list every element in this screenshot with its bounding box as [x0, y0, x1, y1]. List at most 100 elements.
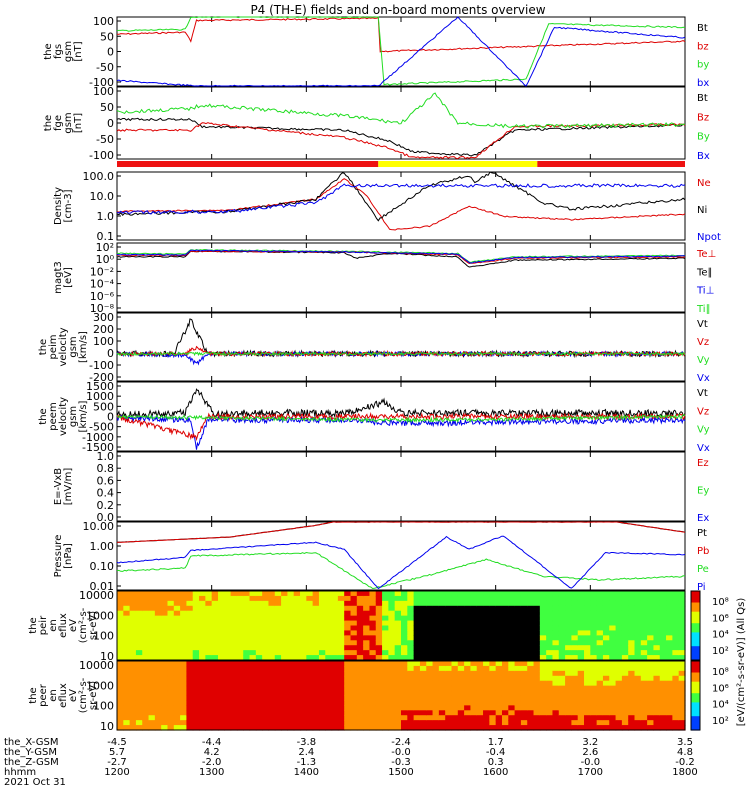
- spectrogram-cell: [609, 720, 617, 726]
- spectrogram-cell: [173, 655, 181, 661]
- spectrogram-cell: [337, 630, 345, 636]
- spectrogram-cell: [571, 705, 579, 711]
- spectrogram-cell: [300, 715, 307, 721]
- spectrogram-cell: [653, 595, 661, 602]
- spectrogram-cell: [123, 700, 131, 706]
- y-label-line: sr-eV): [88, 611, 99, 640]
- colorbar-tick-label: 10²: [712, 716, 729, 727]
- spectrogram-cell: [274, 591, 282, 597]
- spectrogram-cell: [659, 670, 667, 677]
- spectrogram-cell: [230, 655, 238, 661]
- spectrogram-cell: [401, 600, 408, 607]
- spectrogram-cell: [236, 715, 244, 721]
- spectrogram-cell: [476, 635, 484, 641]
- y-label-line: the: [28, 617, 39, 633]
- spectrogram-cell: [211, 685, 219, 692]
- spectrogram-cell: [640, 661, 648, 667]
- spectrogram-cell: [445, 705, 453, 711]
- spectrogram-cell: [514, 605, 522, 612]
- spectrogram-cell: [470, 675, 478, 682]
- spectrogram-cell: [180, 675, 188, 682]
- spectrogram-cell: [205, 605, 213, 612]
- spectrogram-cell: [306, 655, 314, 661]
- spectrogram-cell: [186, 625, 194, 632]
- spectrogram-cell: [236, 605, 244, 612]
- spectrogram-cell: [255, 605, 263, 612]
- spectrogram-cell: [344, 690, 352, 697]
- spectrogram-cell: [142, 715, 150, 721]
- spectrogram-cell: [565, 640, 572, 646]
- spectrogram-cell: [217, 640, 225, 646]
- spectrogram-cell: [501, 591, 509, 597]
- spectrogram-cell: [217, 670, 225, 677]
- spectrogram-cell: [274, 661, 282, 667]
- spectrogram-cell: [281, 630, 288, 636]
- spectrogram-cell: [274, 720, 282, 726]
- spectrogram-cell: [350, 680, 358, 687]
- spectrogram-cell: [167, 725, 175, 731]
- spectrogram-cell: [571, 680, 579, 687]
- y-label-line: the: [38, 408, 49, 424]
- spectrogram-cell: [678, 685, 686, 692]
- spectrogram-cell: [192, 685, 200, 692]
- spectrogram-cell: [457, 695, 465, 702]
- spectrogram-cell: [640, 615, 648, 622]
- y-label-line: en: [48, 619, 59, 632]
- spectrogram-cell: [501, 620, 509, 627]
- spectrogram-cell: [142, 665, 150, 672]
- colorbar-step: [691, 653, 700, 656]
- spectrogram-cell: [584, 695, 591, 702]
- spectrogram-cell: [590, 705, 598, 711]
- spectrogram-cell: [262, 720, 270, 726]
- spectrogram-cell: [300, 620, 307, 627]
- spectrogram-cell: [167, 700, 175, 706]
- spectrogram-cell: [287, 661, 295, 667]
- spectrogram-cell: [571, 615, 579, 622]
- spectrogram-cell: [300, 675, 307, 682]
- spectrogram-cell: [331, 635, 339, 641]
- spectrogram-cell: [445, 610, 453, 617]
- spectrogram-cell: [520, 655, 528, 661]
- spectrogram-cell: [356, 640, 364, 646]
- spectrogram-cell: [382, 705, 389, 711]
- spectrogram-cell: [577, 605, 585, 612]
- spectrogram-cell: [539, 591, 547, 597]
- spectrogram-cell: [495, 705, 503, 711]
- spectrogram-cell: [117, 705, 124, 711]
- spectrogram-cell: [337, 650, 345, 656]
- spectrogram-cell: [287, 675, 295, 682]
- spectrogram-cell: [117, 690, 124, 697]
- spectrogram-cell: [161, 675, 169, 682]
- spectrogram-cell: [281, 675, 288, 682]
- spectrogram-cell: [501, 670, 509, 677]
- spectrogram-cell: [621, 610, 629, 617]
- spectrogram-cell: [211, 655, 219, 661]
- spectrogram-cell: [211, 700, 219, 706]
- x-axis-labels: the_X-GSM -4.5 -4.4 -3.8 -2.4 1.7 3.2 3.5the_Y-…: [4, 737, 698, 788]
- spectrogram-cell: [508, 635, 516, 641]
- spectrogram-cell: [249, 650, 257, 656]
- spectrogram-cell: [331, 680, 339, 687]
- spectrogram-cell: [123, 685, 131, 692]
- spectrogram-cell: [621, 720, 629, 726]
- spectrogram-cell: [628, 690, 636, 697]
- spectrogram-cell: [419, 605, 427, 612]
- spectrogram-cell: [432, 670, 440, 677]
- spectrogram-cell: [514, 675, 522, 682]
- spectrogram-cell: [621, 640, 629, 646]
- spectrogram-cell: [382, 595, 389, 602]
- spectrogram-cell: [281, 710, 288, 716]
- x-row-label: the_X-GSM: [4, 737, 58, 748]
- spectrogram-cell: [653, 690, 661, 697]
- spectrogram-cell: [647, 670, 655, 677]
- spectrogram-cell: [640, 655, 648, 661]
- spectrogram-cell: [533, 665, 541, 672]
- spectrogram-cell: [331, 685, 339, 692]
- spectrogram-cell: [609, 595, 617, 602]
- legend-entry: Vy: [697, 425, 710, 436]
- spectrogram-cell: [325, 675, 333, 682]
- spectrogram-cell: [413, 655, 421, 661]
- colorbar-step: [691, 650, 700, 654]
- spectrogram-cell: [382, 695, 389, 702]
- spectrogram-cell: [217, 705, 225, 711]
